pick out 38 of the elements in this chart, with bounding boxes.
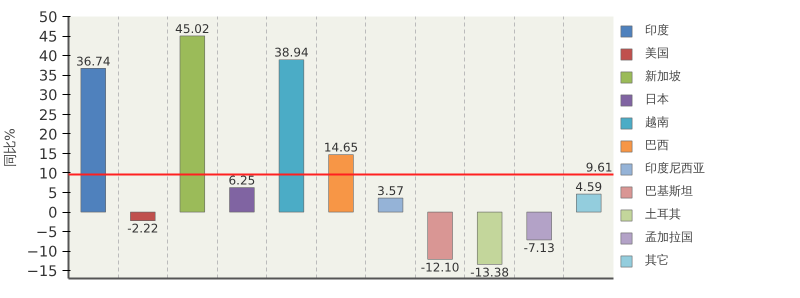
- y-tick-label: −10: [26, 244, 58, 261]
- y-tick-label: 45: [38, 28, 58, 46]
- y-tick-label: 5: [48, 184, 58, 202]
- y-tick-label: 30: [38, 87, 58, 104]
- y-tick-label: 10: [38, 165, 58, 182]
- text: -13.38: [470, 265, 509, 280]
- text: -7.13: [524, 240, 555, 255]
- legend-label: 土耳其: [645, 206, 681, 223]
- legend-label: 孟加拉国: [645, 229, 693, 246]
- y-tick-label: 40: [38, 48, 58, 66]
- text: -12.10: [420, 260, 460, 274]
- text: 6.25: [228, 174, 256, 188]
- ref-line-label: 9.61: [586, 160, 613, 174]
- text: 4.59: [575, 180, 602, 194]
- text: 3.57: [377, 184, 404, 198]
- text: 36.74: [76, 54, 110, 68]
- y-axis-title: 同比%: [4, 128, 19, 167]
- legend-label: 印度: [645, 22, 669, 39]
- legend-label: 日本: [645, 91, 669, 108]
- legend-label: 美国: [645, 45, 669, 62]
- y-tick-label: −15: [26, 263, 58, 280]
- y-tick-label: 50: [38, 9, 58, 26]
- legend-label: 越南: [645, 114, 669, 131]
- y-tick-label: 20: [38, 126, 58, 144]
- legend-label: 印度尼西亚: [645, 160, 705, 177]
- y-tick-label: 35: [38, 68, 58, 85]
- text: -2.22: [127, 222, 158, 236]
- text: 45.02: [175, 22, 210, 36]
- legend-label: 新加坡: [645, 68, 681, 85]
- text: 38.94: [274, 46, 309, 60]
- legend-label: 巴西: [645, 137, 669, 154]
- y-tick-label: 25: [38, 106, 58, 124]
- y-tick-label: 0: [48, 204, 58, 222]
- legend-label: 其它: [645, 252, 669, 269]
- text: 14.65: [324, 140, 358, 155]
- y-tick-label: −5: [36, 224, 58, 242]
- legend-label: 巴基斯坦: [645, 183, 693, 200]
- y-tick-label: 15: [38, 146, 58, 163]
